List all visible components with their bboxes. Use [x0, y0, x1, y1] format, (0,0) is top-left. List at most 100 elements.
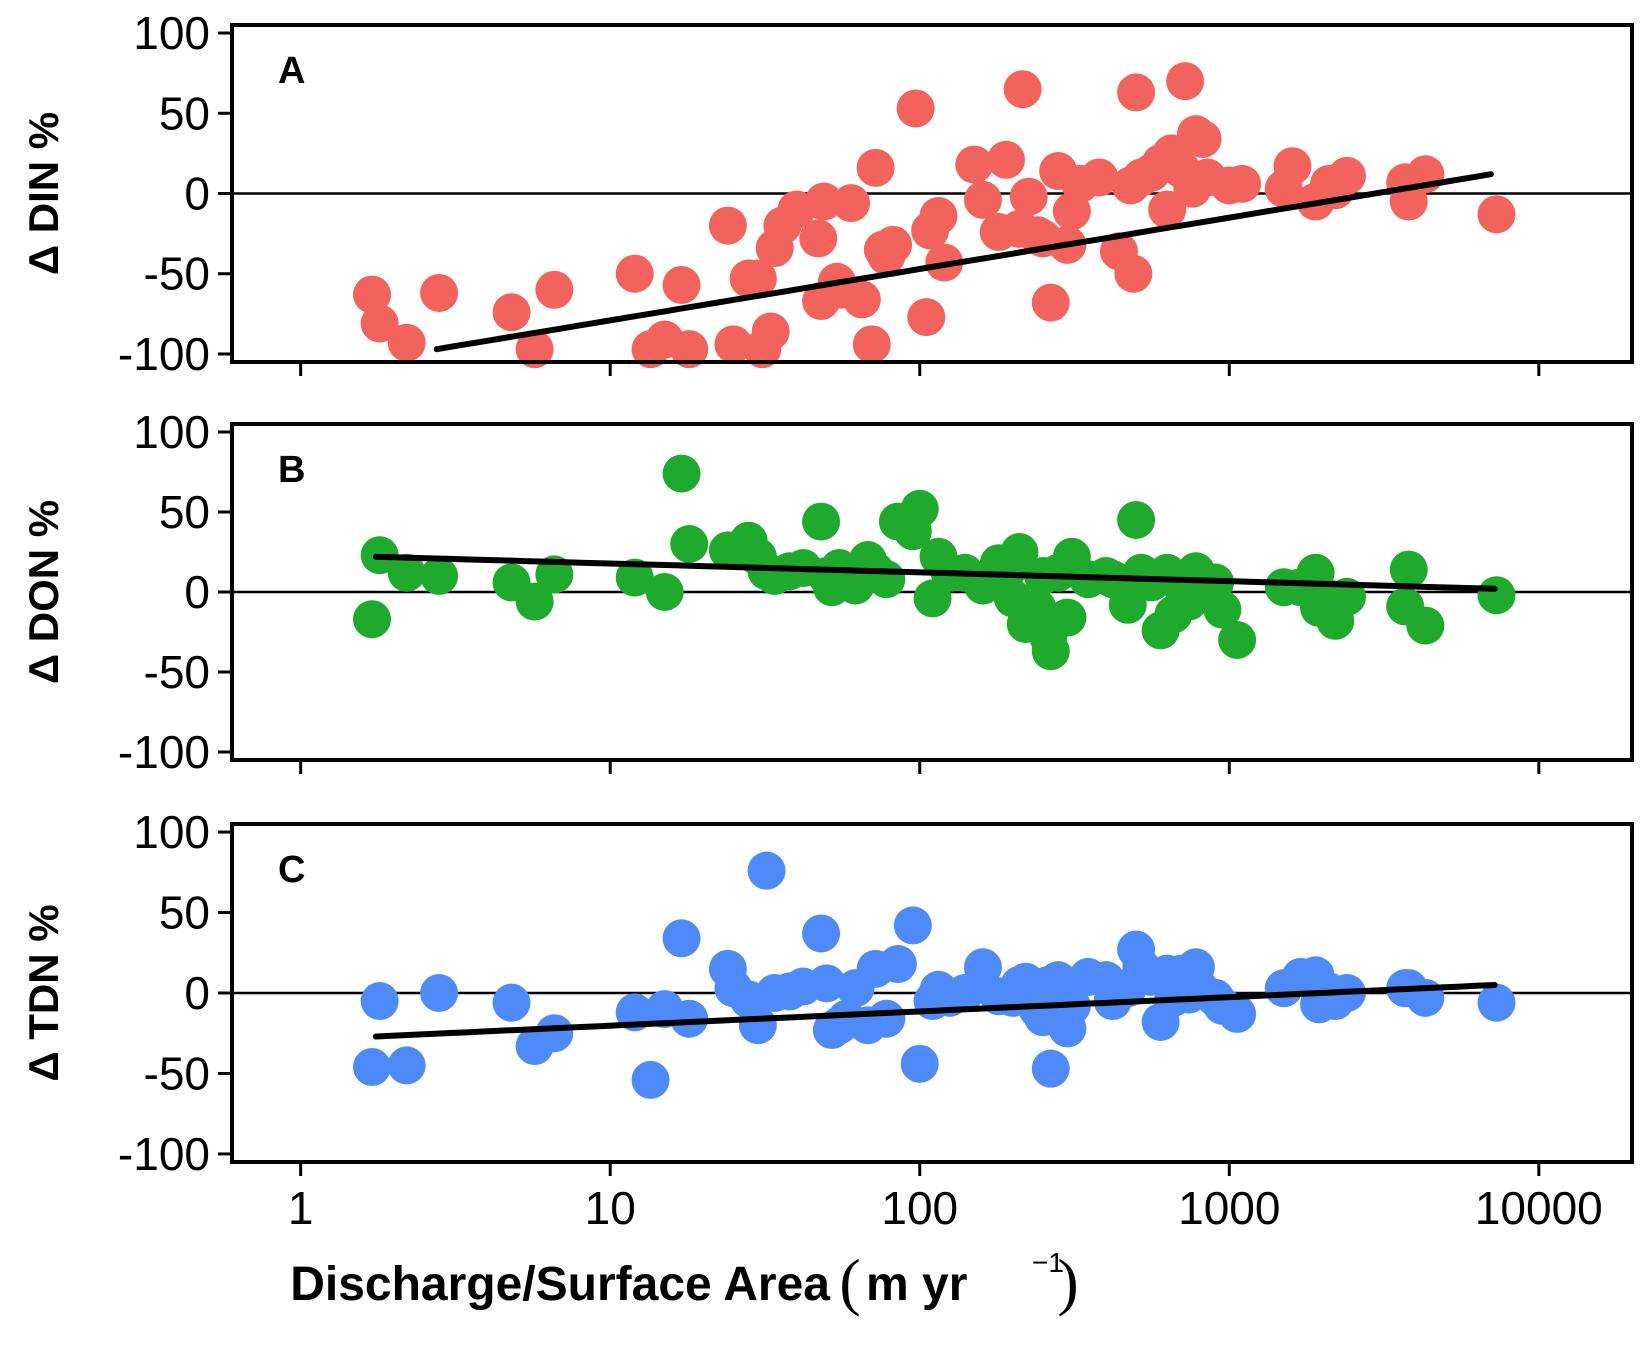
x-tick-label: 1000 [1178, 1182, 1280, 1234]
panel-label-c: C [278, 849, 305, 891]
data-point [896, 89, 935, 128]
data-point [1148, 190, 1187, 229]
data-points-c [353, 851, 1516, 1099]
data-point [874, 225, 913, 264]
y-tick-label: 0 [184, 967, 210, 1019]
data-point [751, 312, 790, 351]
data-point [1031, 632, 1070, 671]
data-point [867, 560, 906, 599]
data-point [1183, 119, 1222, 158]
x-axis-unit-superscript: −1 [1032, 1247, 1064, 1278]
data-point [535, 270, 574, 309]
data-point [714, 325, 753, 364]
data-point [738, 1006, 777, 1045]
data-point [1327, 156, 1366, 195]
data-point [807, 964, 846, 1003]
data-point [535, 1014, 574, 1053]
data-point [1273, 147, 1312, 186]
x-tick-label: 10 [585, 1182, 636, 1234]
y-tick-label: 50 [159, 87, 210, 139]
data-point [615, 558, 654, 597]
data-point [631, 1060, 670, 1099]
data-point [387, 553, 426, 592]
fit-line-c [372, 982, 1498, 1040]
x-axis-title: Discharge/Surface Area [290, 1258, 830, 1311]
data-point [1114, 254, 1153, 293]
data-point [955, 145, 994, 184]
data-point [1080, 158, 1119, 197]
data-point [1003, 70, 1042, 109]
data-point [670, 999, 709, 1038]
x-tick-label: 1 [288, 1182, 314, 1234]
data-point [492, 293, 531, 332]
data-point [867, 999, 906, 1038]
fit-line-b [372, 553, 1498, 592]
y-tick-label: 0 [184, 168, 210, 220]
data-point [907, 298, 946, 337]
data-point [662, 265, 701, 304]
data-point [804, 182, 843, 221]
x-axis-unit-close-paren: ) [1057, 1246, 1078, 1317]
data-point [1477, 983, 1516, 1022]
data-point [738, 259, 777, 298]
data-points-a [353, 62, 1516, 369]
y-tick-label: -50 [144, 1047, 210, 1099]
x-axis-unit: m yr [866, 1258, 967, 1311]
y-axis-title-b: Δ DON % [20, 500, 67, 684]
data-point [856, 148, 895, 187]
data-point [1477, 576, 1516, 615]
data-point [1009, 177, 1048, 216]
data-point [662, 454, 701, 493]
data-point [360, 982, 399, 1021]
y-tick-label: 50 [159, 486, 210, 538]
y-tick-label: 100 [133, 406, 210, 458]
data-point [900, 489, 939, 528]
data-point [1477, 195, 1516, 234]
data-point [1018, 589, 1057, 627]
panel-c: 100 50 0 -50 -100 1 10 100 1000 10000 Δ TDN % C [20, 806, 1634, 1234]
data-point [387, 1046, 426, 1085]
y-tick-label: -50 [144, 646, 210, 698]
panel-label-a: A [278, 50, 305, 92]
data-point [708, 206, 747, 245]
data-point [420, 974, 459, 1012]
y-tick-label: 0 [184, 566, 210, 618]
data-point [1117, 73, 1156, 112]
data-point [1108, 585, 1147, 624]
data-point [1218, 994, 1257, 1033]
x-axis-unit-open-paren: ( [839, 1246, 860, 1317]
data-point [1166, 62, 1205, 101]
fit-line-a [433, 171, 1494, 353]
data-point [1048, 598, 1087, 637]
y-tick-label: -100 [118, 1128, 210, 1180]
y-tick-label: -50 [144, 248, 210, 300]
data-point [1203, 590, 1242, 629]
y-tick-label: 50 [159, 887, 210, 939]
data-point [492, 983, 531, 1022]
y-tick-label: -100 [118, 726, 210, 778]
y-tick-label: 100 [133, 7, 210, 59]
data-point [387, 323, 426, 362]
panel-label-b: B [278, 449, 305, 491]
data-point [353, 600, 392, 639]
data-point [802, 914, 841, 953]
data-point [1218, 621, 1257, 659]
data-point [1031, 1049, 1070, 1088]
data-point [615, 254, 654, 293]
data-point [662, 919, 701, 958]
data-point [420, 557, 459, 595]
data-point [515, 330, 554, 369]
data-point [900, 1044, 939, 1083]
y-tick-label: -100 [118, 328, 210, 380]
data-point [987, 140, 1026, 179]
data-point [420, 273, 459, 312]
y-axis-title-a: Δ DIN % [20, 112, 67, 275]
data-point [670, 330, 709, 369]
panel-b: 100 50 0 -50 -100 Δ DON % B [20, 406, 1634, 778]
data-point [360, 304, 399, 343]
data-point [645, 573, 684, 611]
data-point [1031, 283, 1070, 322]
data-point [842, 280, 881, 319]
data-point [1117, 501, 1156, 539]
